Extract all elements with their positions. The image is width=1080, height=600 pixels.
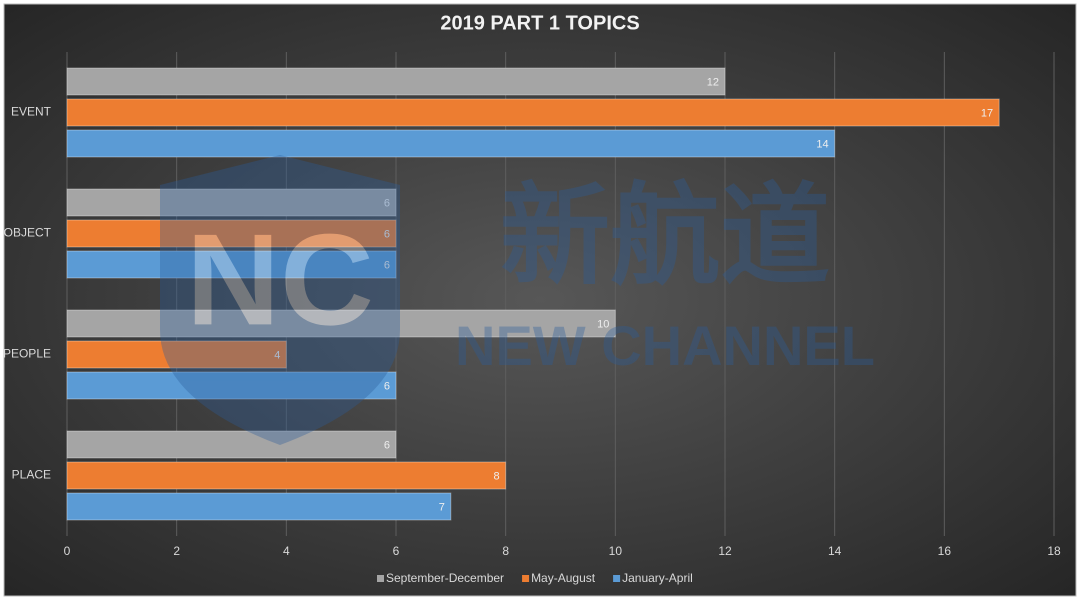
legend-swatch — [613, 575, 621, 582]
value-label: 6 — [384, 197, 390, 209]
value-label: 7 — [439, 501, 445, 513]
value-label: 6 — [384, 439, 390, 451]
plot-area: 0 2 4 6 8 10 12 14 16 18 EVENT 12 17 14 OBJECT 6 6 6 PEOPL… — [3, 52, 1061, 558]
legend-label: May-August — [531, 571, 596, 585]
bar — [66, 219, 397, 248]
x-tick-label: 4 — [283, 544, 290, 558]
legend-label: September-December — [386, 571, 504, 585]
watermark-brand: 新航道 — [500, 175, 830, 298]
x-tick-label: 0 — [64, 544, 71, 558]
bar — [66, 67, 726, 96]
bar — [66, 430, 397, 459]
bar — [66, 461, 507, 490]
watermark-brand-en: NEW CHANNEL — [455, 314, 875, 377]
bar — [66, 129, 836, 158]
bar — [66, 340, 287, 369]
legend-swatch — [377, 575, 384, 582]
bar — [66, 492, 452, 521]
watermark: NC 新航道 NEW CHANNEL — [160, 155, 875, 445]
value-label: 17 — [981, 107, 993, 119]
y-tick-label: PLACE — [12, 468, 51, 482]
bar — [66, 188, 397, 217]
bar — [66, 371, 397, 400]
x-tick-label: 14 — [828, 544, 842, 558]
legend-swatch — [522, 575, 530, 582]
value-label: 10 — [597, 318, 609, 330]
x-tick-label: 16 — [938, 544, 952, 558]
value-label: 14 — [816, 138, 828, 150]
value-label: 6 — [384, 380, 390, 392]
value-label: 6 — [384, 228, 390, 240]
value-label: 6 — [384, 259, 390, 271]
watermark-logo: NC — [186, 206, 374, 352]
legend: September-December May-August January-Apri… — [377, 571, 693, 585]
y-tick-label: EVENT — [11, 105, 52, 119]
bar — [66, 309, 616, 338]
x-tick-label: 12 — [718, 544, 732, 558]
value-label: 4 — [274, 349, 280, 361]
y-tick-label: PEOPLE — [3, 347, 51, 361]
x-tick-label: 8 — [502, 544, 509, 558]
x-tick-label: 18 — [1047, 544, 1061, 558]
x-tick-label: 10 — [609, 544, 623, 558]
watermark-shield — [160, 155, 400, 445]
value-label: 12 — [707, 76, 719, 88]
x-tick-label: 6 — [393, 544, 400, 558]
x-tick-label: 2 — [173, 544, 180, 558]
bar — [66, 98, 1000, 127]
value-label: 8 — [494, 470, 500, 482]
legend-label: January-April — [622, 571, 693, 585]
y-tick-label: OBJECT — [4, 226, 52, 240]
bar — [66, 250, 397, 279]
chart-title: 2019 PART 1 TOPICS — [440, 12, 639, 34]
